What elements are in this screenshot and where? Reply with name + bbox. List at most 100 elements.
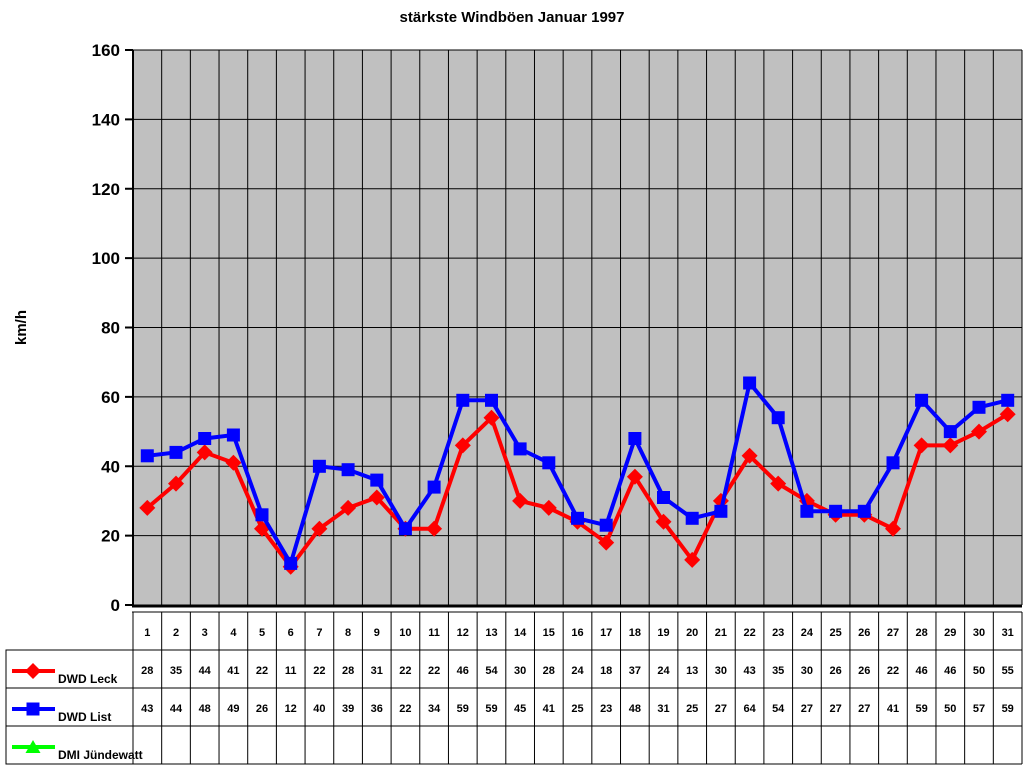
diamond-marker-icon [741, 447, 758, 464]
table-cell-value: 44 [170, 703, 183, 715]
diamond-marker-icon [655, 513, 672, 530]
series-dwd-list [140, 376, 1015, 570]
table-cell-value: 25 [686, 703, 698, 715]
diamond-marker-icon [168, 475, 184, 492]
table-cell-value: 54 [485, 665, 498, 677]
table-cell-value: 46 [944, 665, 956, 677]
table-cell-value: 22 [887, 665, 899, 677]
day-label: 11 [428, 627, 440, 639]
day-label: 21 [715, 627, 727, 639]
diamond-marker-icon [196, 444, 213, 461]
diamond-marker-icon [971, 423, 987, 440]
table-cell-value: 30 [801, 665, 813, 677]
table-cell-value: 55 [1002, 665, 1014, 677]
day-label: 15 [543, 627, 555, 639]
table-cell-value: 35 [170, 665, 182, 677]
day-label: 23 [772, 627, 784, 639]
table-cell-value: 34 [428, 703, 441, 715]
square-marker-icon [685, 511, 699, 525]
square-marker-icon [628, 432, 642, 445]
day-label: 31 [1002, 627, 1014, 639]
table-cell-value: 44 [199, 665, 212, 677]
table-cell-value: 25 [571, 703, 583, 715]
day-label: 30 [973, 627, 985, 639]
table-cell-value: 23 [600, 703, 612, 715]
diamond-marker-icon [512, 492, 529, 509]
table-cell-value: 27 [801, 703, 813, 715]
horizontal-gridlines [133, 118, 1022, 537]
square-marker-icon [542, 456, 556, 470]
table-cell-value: 27 [829, 703, 841, 715]
diamond-marker-icon [770, 475, 787, 492]
y-tick-label: 0 [111, 596, 120, 615]
diamond-marker-icon [626, 468, 643, 485]
square-marker-icon [1001, 393, 1015, 407]
day-label: 7 [316, 627, 322, 639]
y-tick-label: 20 [101, 527, 120, 546]
square-marker-icon [284, 556, 298, 570]
table-cell-value: 37 [629, 665, 641, 677]
table-cell-value: 59 [915, 703, 927, 715]
day-label: 6 [288, 627, 294, 639]
legend-label: DWD Leck [58, 672, 118, 686]
table-cell-value: 35 [772, 665, 784, 677]
table-cell-value: 22 [428, 665, 440, 677]
diamond-marker-icon [340, 499, 357, 516]
table-cell-value: 41 [887, 703, 899, 715]
day-label: 1 [144, 627, 150, 639]
data-table: 1 2 3 4 5 6 7 8 9 10 11 12 13 14 15 16 17 18 19 20 21 22 23 24 2… [5, 611, 1023, 765]
y-tick-label: 140 [92, 110, 120, 129]
table-cell-value: 43 [141, 703, 153, 715]
y-tick-label: 160 [92, 41, 120, 60]
triangle-marker-icon [25, 740, 41, 753]
diamond-marker-icon [483, 409, 500, 426]
table-cell-value: 12 [285, 703, 297, 715]
square-marker-icon [886, 456, 900, 470]
day-label: 29 [944, 627, 956, 639]
day-label: 2 [173, 627, 179, 639]
diamond-marker-icon [25, 663, 41, 679]
table-cell-value: 28 [543, 665, 555, 677]
table-cell-value: 13 [686, 665, 698, 677]
table-cell-value: 48 [629, 703, 641, 715]
table-cell-value: 26 [829, 665, 841, 677]
square-marker-icon [943, 425, 957, 439]
table-cell-value: 30 [514, 665, 526, 677]
table-cell-value: 22 [313, 665, 325, 677]
diamond-marker-icon [885, 520, 901, 537]
day-label: 16 [571, 627, 583, 639]
table-cell-value: 26 [256, 703, 268, 715]
square-marker-icon [857, 504, 871, 518]
diamond-marker-icon [225, 454, 242, 471]
table-cell-value: 28 [141, 665, 153, 677]
square-marker-icon [26, 702, 40, 716]
table-cell-value: 40 [313, 703, 325, 715]
table-cell-value: 49 [227, 703, 239, 715]
table-cell-value: 48 [199, 703, 211, 715]
square-marker-icon [771, 411, 785, 425]
table-cell-value: 31 [657, 703, 669, 715]
square-marker-icon [312, 459, 326, 473]
table-cell-value: 28 [342, 665, 354, 677]
day-label: 5 [259, 627, 265, 639]
day-label: 4 [230, 627, 237, 639]
table-cell-value: 22 [399, 665, 411, 677]
day-label: 28 [915, 627, 927, 639]
day-label: 10 [399, 627, 411, 639]
table-cell-value: 64 [743, 703, 756, 715]
table-cell-value: 18 [600, 665, 612, 677]
table-cell-value: 39 [342, 703, 354, 715]
square-marker-icon [972, 400, 986, 414]
square-marker-icon [370, 473, 384, 487]
table-cell-value: 46 [915, 665, 927, 677]
diamond-marker-icon [540, 499, 557, 516]
table-cell-value: 27 [715, 703, 727, 715]
table-cell-value: 26 [858, 665, 870, 677]
diamond-marker-icon [454, 437, 471, 454]
legend: DWD Leck DWD List DMI Jündewatt [5, 649, 143, 765]
square-marker-icon [226, 428, 240, 442]
square-marker-icon [456, 393, 470, 407]
square-marker-icon [398, 522, 412, 536]
diamond-marker-icon [684, 551, 701, 568]
table-cell-value: 24 [571, 665, 584, 677]
